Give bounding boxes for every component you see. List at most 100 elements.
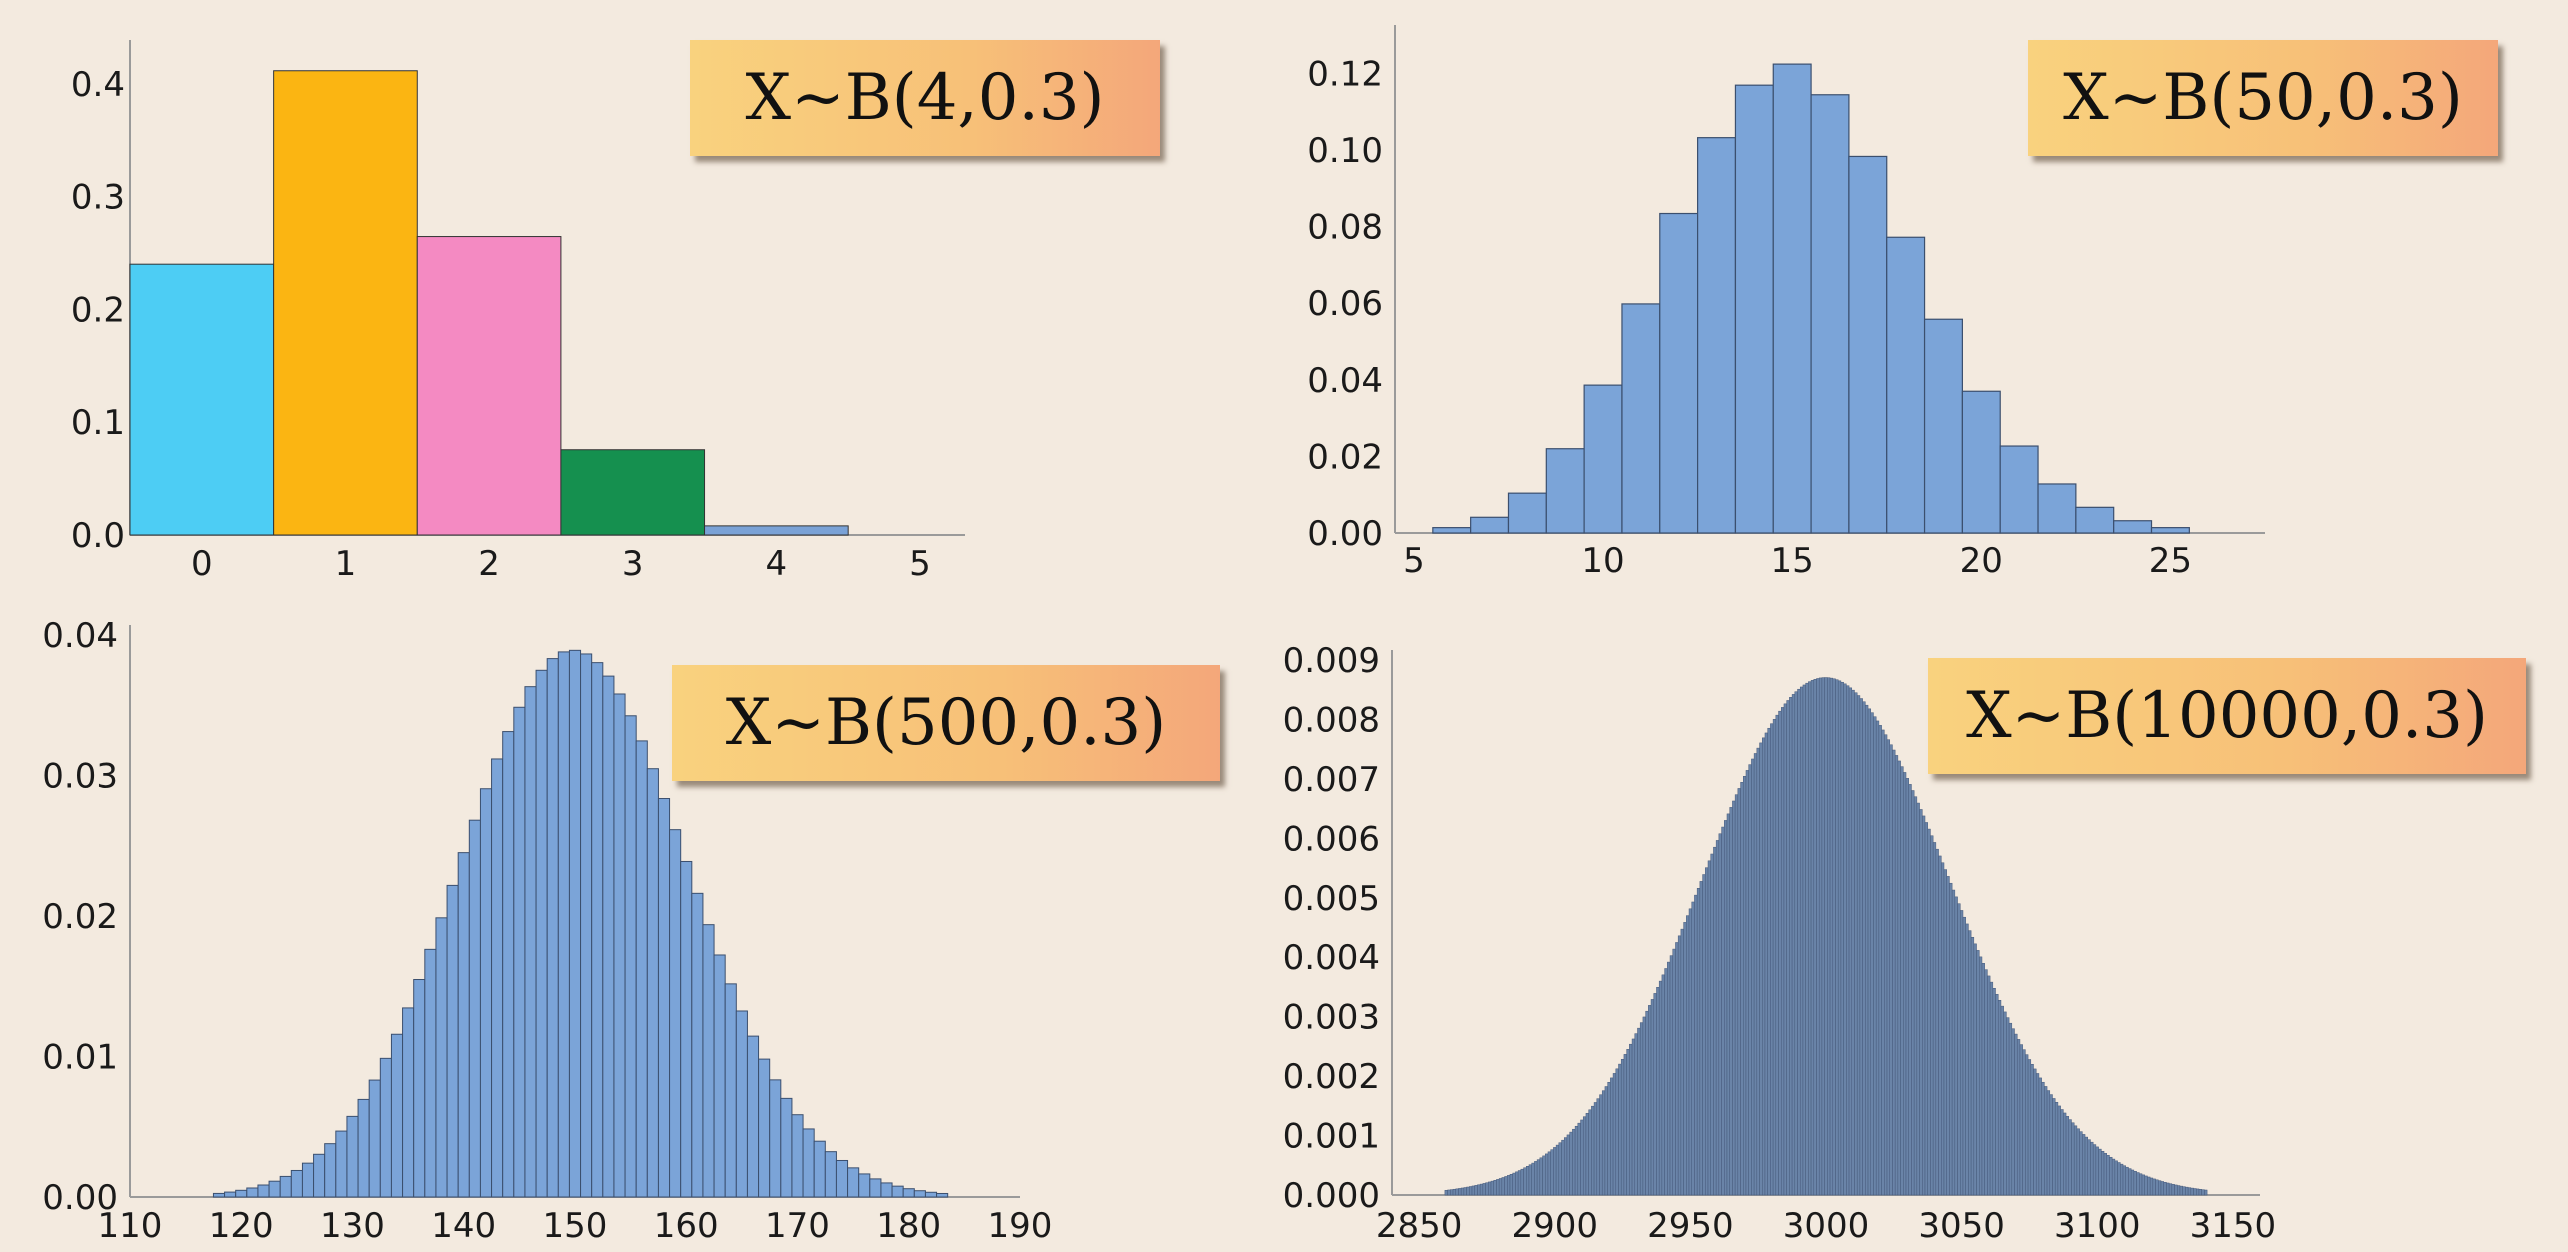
bar-2957 (1707, 860, 1711, 1196)
y-tick-label: 0.04 (1307, 361, 1383, 401)
bar-3088 (2063, 1112, 2067, 1196)
bar-3012 (1856, 695, 1861, 1196)
y-tick-label: 0.0 (71, 516, 125, 556)
bar-2950 (1688, 908, 1692, 1196)
bar-2997 (1816, 678, 1820, 1196)
bar-2935 (1648, 1005, 1652, 1196)
bar-181 (913, 1190, 926, 1198)
bar-2880 (1498, 1178, 1503, 1196)
bar-3058 (1981, 963, 1985, 1196)
bar-2892 (1531, 1162, 1535, 1196)
bar-2932 (1639, 1022, 1644, 1196)
bar-3087 (2060, 1109, 2064, 1196)
bar-2906 (1569, 1131, 1573, 1196)
bar-3013 (1859, 698, 1863, 1196)
bar-3136 (2193, 1188, 2197, 1196)
x-tick-label: 3000 (1783, 1206, 1870, 1246)
bar-2991 (1799, 686, 1804, 1196)
bar-3030 (1905, 778, 1909, 1196)
bar-2925 (1620, 1059, 1625, 1196)
bar-3135 (2190, 1187, 2194, 1196)
bar-2889 (1523, 1167, 1527, 1196)
bar-163 (713, 954, 726, 1198)
bar-3095 (2082, 1134, 2086, 1196)
bar-3029 (1903, 772, 1907, 1196)
x-tick-label: 150 (543, 1206, 608, 1246)
bar-180 (902, 1188, 915, 1198)
bar-2986 (1786, 700, 1790, 1196)
bar-2998 (1818, 677, 1823, 1196)
bar-3041 (1935, 848, 1939, 1196)
bar-2902 (1558, 1142, 1562, 1196)
bar-3022 (1884, 734, 1888, 1196)
bar-157 (646, 768, 659, 1198)
bar-3120 (2149, 1177, 2154, 1196)
bar-160 (680, 860, 693, 1198)
bar-2955 (1702, 874, 1706, 1196)
bar-2973 (1751, 758, 1755, 1196)
y-tick-label: 0.04 (42, 616, 118, 656)
chart-4: 0.000 0.001 0.002 0.003 0.004 0.005 0.006 0.007… (1283, 641, 2276, 1246)
bar-21 (1999, 445, 2039, 534)
bar-3082 (2046, 1090, 2051, 1196)
bar-154 (613, 693, 626, 1198)
bar-169 (780, 1097, 793, 1198)
bar-2869 (1469, 1186, 1473, 1196)
bar-3111 (2125, 1166, 2129, 1196)
chart-1-title: X~B(4,0.3) (690, 40, 1160, 156)
bar-3131 (2179, 1185, 2183, 1196)
bar-129 (335, 1130, 348, 1198)
bar-148 (546, 658, 559, 1198)
bar-2 (416, 236, 562, 536)
bar-3016 (1867, 708, 1872, 1196)
bar-2982 (1775, 714, 1779, 1196)
bar-3066 (2003, 1011, 2007, 1196)
bar-167 (758, 1058, 771, 1198)
bar-3018 (1873, 716, 1877, 1196)
bar-2891 (1528, 1164, 1532, 1196)
bar-118 (212, 1192, 226, 1198)
bar-2863 (1452, 1188, 1456, 1196)
bar-2928 (1629, 1043, 1633, 1196)
bar-3108 (2117, 1162, 2121, 1196)
bar-3037 (1924, 822, 1928, 1196)
bar-2885 (1512, 1172, 1516, 1196)
bar-2936 (1650, 999, 1655, 1196)
bar-3036 (1922, 815, 1926, 1196)
bar-2996 (1813, 679, 1817, 1196)
bar-3122 (2155, 1179, 2159, 1196)
bar-182 (924, 1191, 938, 1198)
bar-16 (1810, 94, 1850, 534)
chart-4-title: X~B(10000,0.3) (1928, 658, 2526, 774)
bar-14 (1734, 84, 1774, 534)
bar-2970 (1743, 776, 1747, 1196)
bar-2977 (1762, 737, 1766, 1196)
x-tick-label: 0 (191, 544, 213, 584)
bar-4 (704, 525, 849, 536)
bar-2938 (1656, 987, 1660, 1196)
y-tick-label: 0.001 (1283, 1117, 1380, 1157)
bar-2866 (1460, 1187, 1465, 1196)
x-tick-label: 5 (909, 544, 931, 584)
bar-2951 (1691, 901, 1695, 1196)
bar-3064 (1997, 1000, 2002, 1196)
bar-3053 (1968, 930, 1972, 1196)
bar-2896 (1542, 1155, 1546, 1196)
bar-171 (802, 1128, 815, 1198)
bar-128 (324, 1143, 337, 1198)
bar-3049 (1957, 903, 1961, 1196)
bar-2871 (1474, 1185, 1478, 1196)
bar-2881 (1501, 1177, 1505, 1196)
bar-2969 (1740, 782, 1744, 1196)
bar-3067 (2006, 1017, 2010, 1196)
x-tick-label: 10 (1581, 541, 1624, 581)
bar-164 (724, 983, 737, 1198)
bar-3098 (2090, 1141, 2094, 1196)
bar-3071 (2016, 1039, 2021, 1196)
bar-3109 (2120, 1163, 2124, 1196)
bar-17 (1848, 155, 1888, 534)
bar-3060 (1987, 975, 1991, 1196)
bar-2956 (1705, 867, 1709, 1196)
bar-2966 (1732, 800, 1736, 1196)
